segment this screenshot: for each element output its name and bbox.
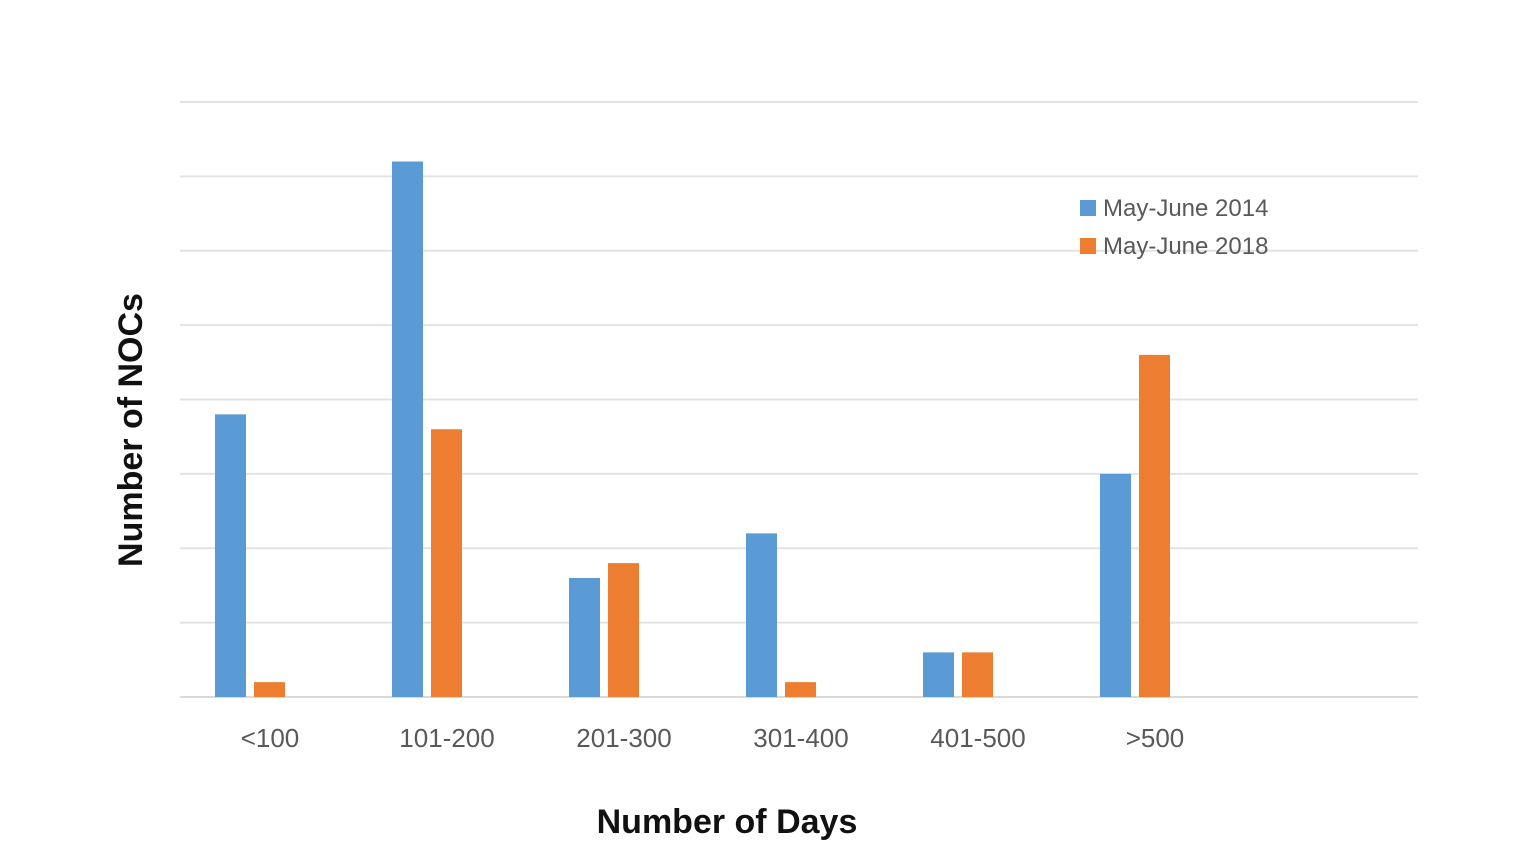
x-tick-labels: <100 101-200 201-300 301-400 401-500 >500: [241, 723, 1185, 753]
x-tick-label: 101-200: [399, 723, 494, 753]
x-axis-title: Number of Days: [597, 803, 858, 841]
gridlines: [180, 101, 1418, 698]
bar-series1-2: [569, 578, 600, 697]
legend-label: May-June 2014: [1103, 195, 1268, 222]
x-tick-label: 201-300: [576, 723, 671, 753]
y-axis-title: Number of NOCs: [112, 293, 150, 567]
bar-series1-1: [392, 161, 423, 697]
legend: May-June 2014 May-June 2018: [1080, 195, 1268, 260]
legend-label: May-June 2018: [1103, 233, 1268, 260]
bar-series2-2: [608, 563, 639, 697]
bar-series2-1: [431, 429, 462, 697]
bar-series2-0: [254, 682, 285, 697]
bar-series1-5: [1100, 473, 1131, 697]
bar-series1-3: [746, 533, 777, 697]
bar-series2-3: [785, 682, 816, 697]
x-tick-label: 301-400: [753, 723, 848, 753]
bar-series1-0: [215, 414, 246, 697]
bar-series1-4: [923, 652, 954, 697]
x-tick-label: 401-500: [930, 723, 1025, 753]
x-tick-label: <100: [241, 723, 300, 753]
bars: [215, 161, 1170, 697]
bar-series2-4: [962, 652, 993, 697]
x-tick-label: >500: [1126, 723, 1185, 753]
legend-swatch: [1080, 238, 1096, 254]
legend-swatch: [1080, 200, 1096, 216]
bar-series2-5: [1139, 354, 1170, 697]
